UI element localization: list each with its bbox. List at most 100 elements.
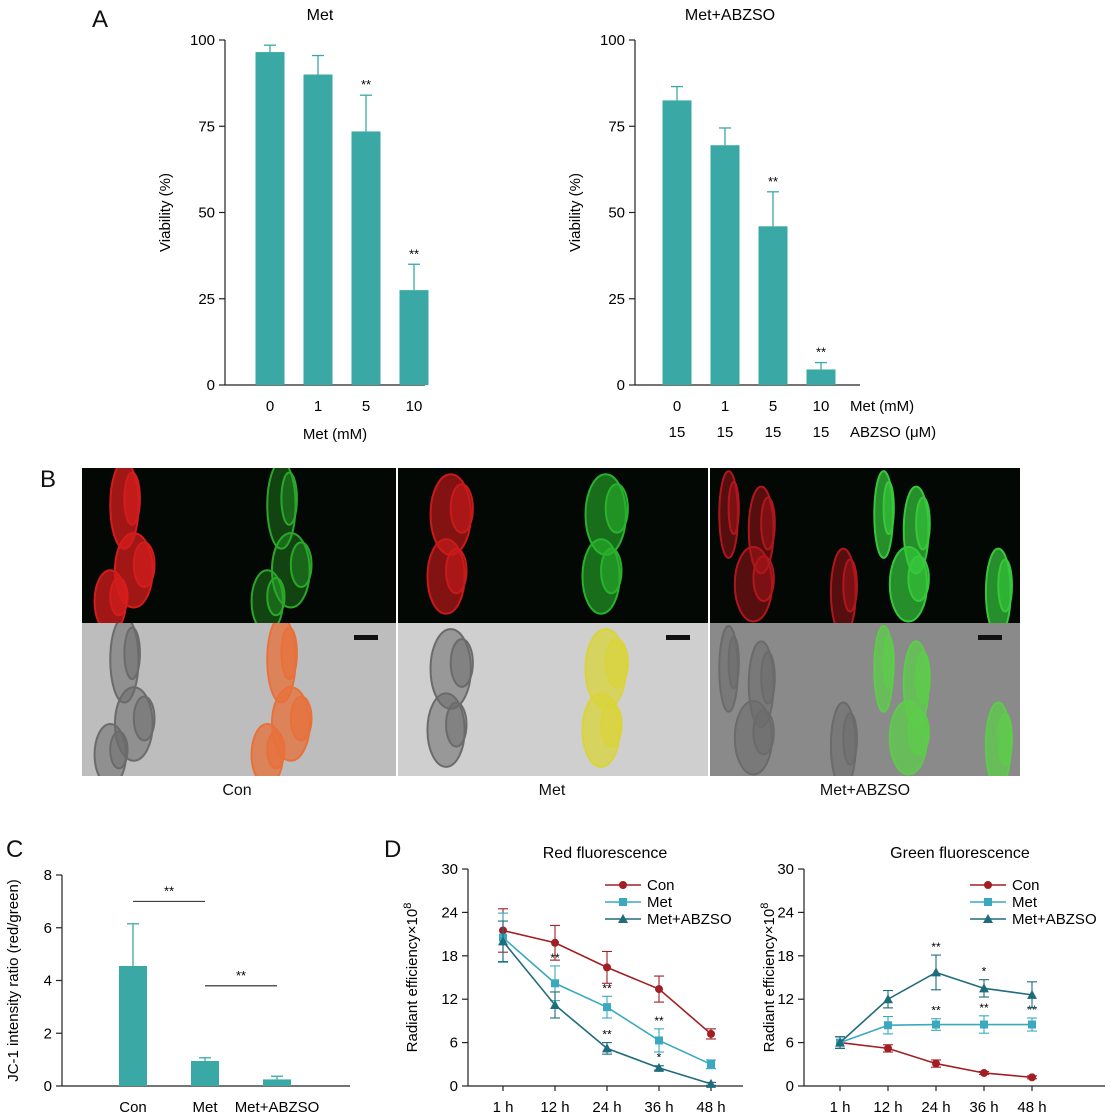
bar [255, 52, 285, 385]
chart-title: Green fluorescence [890, 845, 1030, 862]
data-point [884, 1021, 892, 1030]
y-tick-label: 50 [608, 205, 625, 222]
cell-brightfield [760, 651, 776, 705]
x-tick-label: 1 [314, 398, 322, 415]
x-tick-label: 36 h [644, 1099, 673, 1116]
data-point [655, 1036, 663, 1045]
y-tick-label: 24 [441, 904, 458, 921]
x-tick-label: 5 [362, 398, 370, 415]
x-tick-label: 0 [673, 398, 681, 415]
x-tick-label: 48 h [696, 1099, 725, 1116]
scale-bar [666, 635, 690, 640]
micrograph-con-brightfield [82, 623, 239, 776]
legend-label: Met+ABZSO [1012, 911, 1097, 928]
x-tick-label: 5 [769, 398, 777, 415]
cell-merge [280, 626, 298, 680]
chart-title: Red fluorescence [543, 845, 668, 862]
x-tick-label: 1 h [830, 1099, 851, 1116]
data-point [550, 999, 560, 1009]
cell-red [123, 471, 141, 526]
data-point [706, 1078, 716, 1088]
significance-label: ** [236, 968, 246, 983]
x-tick-label: 0 [266, 398, 274, 415]
legend-label: Con [1012, 877, 1040, 894]
x-tick-label: Con [119, 1099, 147, 1116]
panel-label-c: C [6, 836, 24, 863]
y-axis-label: JC-1 intensity ratio (red/green) [5, 879, 22, 1082]
data-point [603, 963, 611, 972]
significance-label: ** [654, 1014, 664, 1028]
bar [303, 74, 333, 385]
y-tick-label: 6 [786, 1035, 794, 1052]
cell-brightfield [132, 695, 156, 742]
cell-green [997, 558, 1013, 613]
panel-label-a: A [92, 6, 109, 33]
chart-title: Met+ABZSO [685, 7, 775, 24]
legend-label: Met [1012, 894, 1038, 911]
cell-green [266, 577, 286, 617]
micrograph-background [398, 468, 553, 623]
y-tick-label: 75 [608, 118, 625, 135]
legend-marker [619, 898, 627, 906]
significance-label: * [982, 965, 987, 979]
y-tick-label: 2 [44, 1025, 52, 1042]
micrograph-caption-met: Met [538, 782, 566, 799]
y-tick-label: 6 [450, 1035, 458, 1052]
y-tick-label: 0 [44, 1078, 52, 1095]
data-point [603, 1003, 611, 1012]
significance-label: ** [768, 174, 778, 189]
bar [263, 1079, 291, 1086]
y-tick-label: 18 [441, 948, 458, 965]
data-point [654, 1062, 664, 1072]
x-tick-label: 12 h [873, 1099, 902, 1116]
scale-bar [978, 635, 1002, 640]
cell-red [449, 483, 474, 534]
cell-red [109, 577, 129, 617]
x-tick-label: 12 h [540, 1099, 569, 1116]
y-tick-label: 100 [190, 32, 215, 49]
micrograph-met-red [398, 468, 553, 623]
significance-label: ** [550, 951, 560, 965]
legend-label: Con [647, 877, 675, 894]
x-tick-label: Met [192, 1099, 218, 1116]
micrograph-met-abzso-red [710, 468, 865, 623]
significance-label: * [657, 1051, 662, 1065]
x-tick-label: 10 [813, 398, 830, 415]
significance-label: ** [816, 345, 826, 360]
y-tick-label: 4 [44, 973, 52, 990]
x-tick-label: 24 h [921, 1099, 950, 1116]
x-tick-label-row2: 15 [717, 424, 734, 441]
significance-label: ** [164, 883, 174, 898]
y-tick-label: 18 [777, 948, 794, 965]
legend-marker [619, 881, 627, 889]
significance-label: ** [361, 77, 371, 92]
cell-merge [907, 709, 930, 756]
data-point [602, 1043, 612, 1053]
x-tick-label: 1 [721, 398, 729, 415]
data-point [707, 1060, 715, 1069]
data-point [1028, 1073, 1036, 1082]
data-point [979, 983, 989, 993]
cell-green [600, 547, 623, 595]
x-tick-label-row2: 15 [813, 424, 830, 441]
x-tick-label-row2: 15 [669, 424, 686, 441]
y-tick-label: 0 [207, 377, 215, 394]
cell-merge [289, 695, 313, 742]
data-point [1027, 989, 1037, 999]
cell-green [280, 471, 298, 526]
significance-label: ** [409, 246, 419, 261]
cell-green [289, 541, 313, 589]
cell-red [445, 547, 468, 595]
cell-brightfield [842, 712, 858, 766]
data-point [884, 1044, 892, 1053]
significance-label: ** [931, 940, 941, 954]
y-tick-label: 0 [786, 1078, 794, 1095]
bar [806, 369, 836, 385]
micrograph-met-green [553, 468, 708, 623]
micrograph-background [553, 623, 708, 776]
data-point [980, 1068, 988, 1077]
significance-label: ** [602, 981, 612, 995]
bar [758, 226, 788, 385]
data-point [932, 1059, 940, 1068]
data-point [931, 967, 941, 977]
